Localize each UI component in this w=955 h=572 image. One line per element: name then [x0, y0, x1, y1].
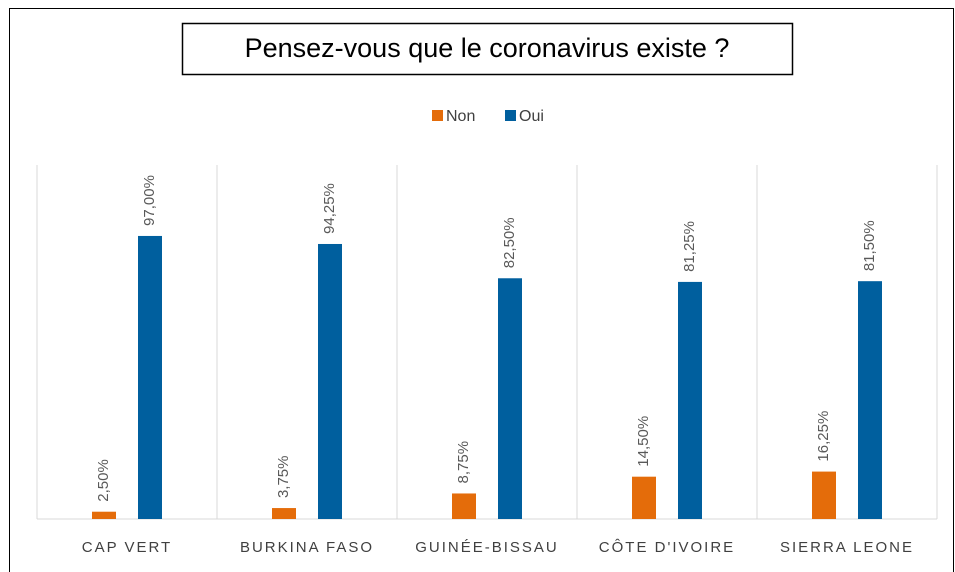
data-label: 81,25%	[681, 221, 698, 272]
x-tick-label: BURKINA FASO	[240, 539, 374, 556]
legend-label: Non	[446, 108, 475, 125]
bar	[812, 471, 836, 519]
bar	[318, 243, 342, 519]
x-tick-label: CÔTE D'IVOIRE	[599, 539, 735, 556]
data-label: 16,25%	[815, 411, 832, 462]
bar	[678, 281, 702, 519]
data-label: 8,75%	[455, 441, 472, 484]
bar	[632, 476, 656, 519]
x-tick-label: CAP VERT	[82, 539, 172, 556]
title-box	[181, 22, 794, 76]
data-label: 14,50%	[635, 416, 652, 467]
legend-swatch	[505, 110, 516, 121]
data-label: 97,00%	[141, 175, 158, 226]
bar	[138, 235, 162, 520]
data-label: 94,25%	[321, 183, 338, 234]
legend-label: Oui	[519, 108, 544, 125]
bar	[858, 281, 882, 519]
chart-title: Pensez-vous que le coronavirus existe ?	[245, 33, 730, 63]
data-label: 82,50%	[501, 217, 518, 268]
data-label: 81,50%	[861, 220, 878, 271]
bar	[498, 278, 522, 519]
chart-frame	[9, 8, 954, 572]
x-tick-label: SIERRA LEONE	[780, 539, 914, 556]
x-tick-label: GUINÉE-BISSAU	[415, 539, 559, 556]
bar	[452, 493, 476, 519]
data-label: 3,75%	[275, 456, 292, 499]
data-label: 2,50%	[95, 459, 112, 502]
legend-swatch	[432, 110, 443, 121]
bar	[272, 508, 296, 519]
bar	[92, 511, 116, 519]
